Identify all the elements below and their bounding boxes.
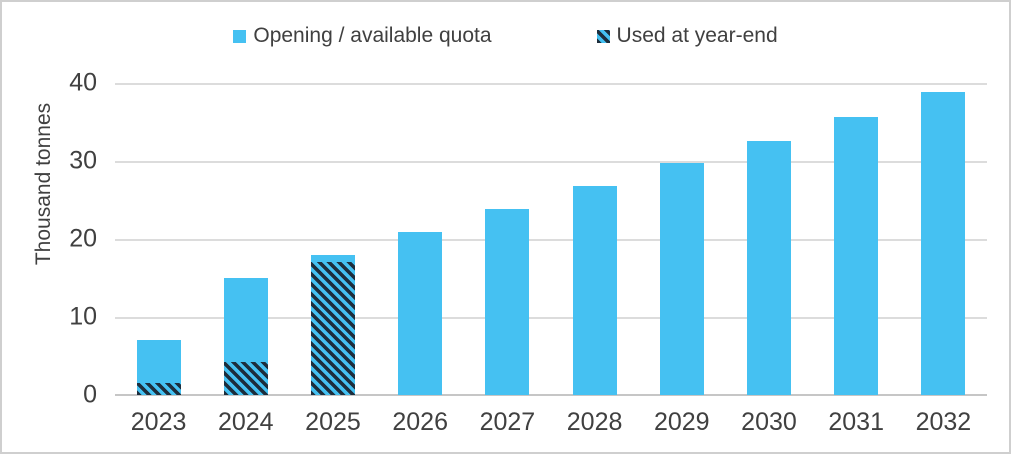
- bar-used-2025: [310, 262, 355, 395]
- bar-quota-2031: [834, 116, 879, 395]
- x-axis-label-2029: 2029: [653, 408, 710, 436]
- bar-group-2032: [900, 83, 987, 395]
- bar-used-2024: [223, 362, 268, 395]
- bar-group-2030: [725, 83, 812, 395]
- gridline-20: [115, 239, 987, 241]
- bar-group-2028: [551, 83, 638, 395]
- bar-group-2025: [289, 83, 376, 395]
- x-axis-labels: 2023 2024 2025 2026 2027 2028 2029 2030 2031 2032: [115, 408, 987, 438]
- x-axis-label-2024: 2024: [217, 408, 274, 436]
- x-axis-label-2027: 2027: [479, 408, 536, 436]
- bar-group-2029: [638, 83, 725, 395]
- bar-used-2023: [136, 383, 181, 395]
- x-axis-line: [115, 394, 987, 396]
- x-axis-label-2026: 2026: [392, 408, 448, 436]
- legend-item-quota: Opening / available quota: [233, 22, 492, 50]
- bar-group-2027: [464, 83, 551, 395]
- y-tick-label-20: 20: [69, 224, 97, 253]
- bar-quota-2030: [746, 140, 791, 395]
- bar-group-2031: [813, 83, 900, 395]
- bar-quota-2027: [485, 208, 530, 395]
- bar-group-2026: [377, 83, 464, 395]
- gridline-30: [115, 161, 987, 163]
- x-axis-label-2032: 2032: [915, 408, 972, 436]
- y-tick-label-30: 30: [69, 146, 97, 175]
- bar-quota-2032: [921, 92, 966, 395]
- chart-legend: Opening / available quota Used at year-e…: [2, 22, 1009, 50]
- y-tick-label-10: 10: [69, 302, 97, 331]
- y-tick-label-40: 40: [69, 68, 97, 97]
- gridline-10: [115, 317, 987, 319]
- bar-quota-2026: [398, 231, 443, 395]
- x-axis-label-2030: 2030: [741, 408, 797, 436]
- x-axis-label-2028: 2028: [566, 408, 623, 436]
- legend-item-used: Used at year-end: [596, 22, 778, 50]
- legend-label-quota: Opening / available quota: [253, 24, 492, 47]
- legend-label-used: Used at year-end: [616, 24, 778, 47]
- bar-group-2024: [202, 83, 289, 395]
- plot-area: [115, 83, 987, 396]
- gridline-40: [115, 83, 987, 85]
- x-axis-label-2023: 2023: [130, 408, 187, 436]
- bar-group-2023: [115, 83, 202, 395]
- x-axis-label-2025: 2025: [305, 408, 361, 436]
- legend-swatch-used-icon: [596, 29, 610, 43]
- x-axis-label-2031: 2031: [828, 408, 884, 436]
- bar-quota-2029: [659, 162, 704, 395]
- bar-quota-2028: [572, 185, 617, 395]
- legend-swatch-quota-icon: [233, 29, 247, 43]
- y-tick-label-0: 0: [83, 380, 97, 409]
